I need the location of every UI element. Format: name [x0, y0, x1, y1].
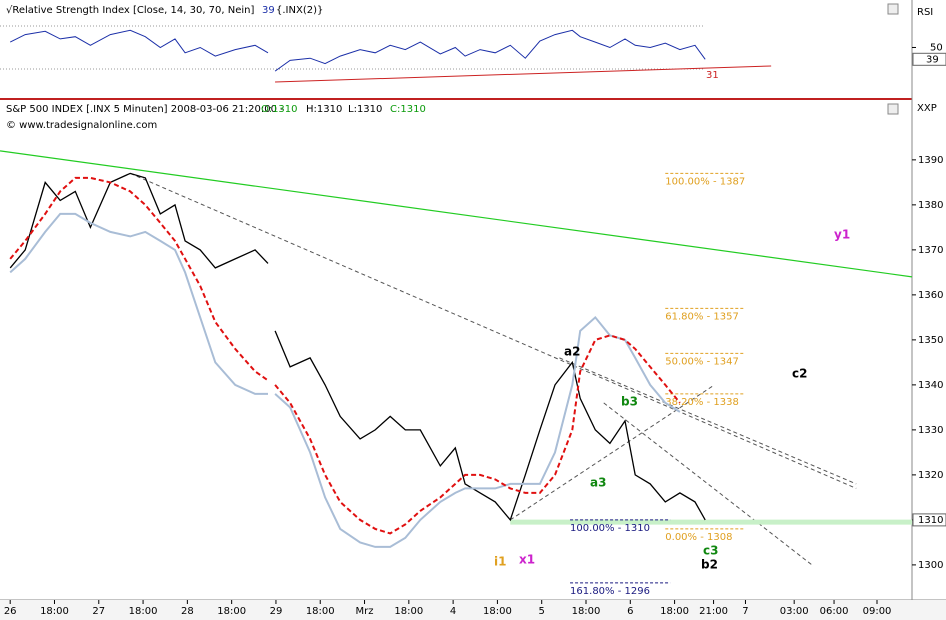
rsi-axis-label: RSI — [917, 7, 933, 18]
trendline — [130, 172, 857, 489]
x-tick-label: Mrz — [356, 606, 374, 617]
fib-label: 161.80% - 1296 — [570, 586, 650, 597]
y-tick-label: 1300 — [918, 560, 943, 571]
trendline — [509, 384, 715, 521]
ohlc-open: O:1310 — [261, 104, 298, 115]
series-ma — [9, 176, 681, 535]
fib-label: 61.80% - 1357 — [665, 311, 739, 322]
last-price-label: 1310 — [918, 515, 943, 526]
fib-label: 0.00% - 1308 — [665, 532, 732, 543]
y-tick-label: 1320 — [918, 470, 943, 481]
rsi-line — [9, 29, 706, 72]
y-tick-label: 1330 — [918, 425, 943, 436]
x-tick-label: 29 — [270, 606, 283, 617]
y-tick-label: 50 — [930, 42, 943, 53]
x-tick-label: 26 — [4, 606, 17, 617]
series-price — [9, 172, 706, 522]
wave-label: x1 — [519, 553, 535, 567]
x-tick-label: 27 — [92, 606, 105, 617]
x-tick-label: 5 — [539, 606, 545, 617]
rsi-annotation: 31 — [706, 70, 719, 81]
y-tick-label: 1370 — [918, 245, 943, 256]
wave-label: a2 — [564, 345, 580, 359]
rsi-last-label: 39 — [926, 54, 939, 65]
x-tick-label: 18:00 — [394, 606, 423, 617]
rsi-last-box — [912, 52, 946, 66]
credit: © www.tradesignalonline.com — [6, 120, 157, 131]
x-tick-label: 18:00 — [129, 606, 158, 617]
wave-label: c3 — [703, 544, 718, 558]
ohlc-low: L:1310 — [348, 104, 382, 115]
x-tick-label: 21:00 — [699, 606, 728, 617]
rsi-source: {.INX(2)} — [276, 5, 323, 16]
wave-label: y1 — [834, 228, 850, 242]
x-tick-label: 18:00 — [483, 606, 512, 617]
x-tick-label: 06:00 — [820, 606, 849, 617]
last-price-box — [912, 513, 946, 527]
ohlc-close: C:1310 — [390, 104, 426, 115]
x-tick-label: 18:00 — [660, 606, 689, 617]
y-tick-label: 1350 — [918, 335, 943, 346]
ohlc-high: H:1310 — [306, 104, 342, 115]
x-tick-label: 6 — [627, 606, 633, 617]
x-tick-label: 03:00 — [780, 606, 809, 617]
trendline — [603, 402, 813, 566]
x-axis-area — [0, 600, 946, 620]
x-tick-label: 7 — [742, 606, 748, 617]
wave-label: c2 — [792, 367, 807, 381]
fib-label: 100.00% - 1387 — [665, 176, 745, 187]
x-tick-label: 18:00 — [217, 606, 246, 617]
fib-label: 38.20% - 1338 — [665, 397, 739, 408]
trendline — [0, 150, 913, 278]
y-tick-label: 1360 — [918, 290, 943, 301]
x-tick-label: 09:00 — [863, 606, 892, 617]
axis-label: XXP — [917, 103, 937, 114]
wave-label: a3 — [590, 476, 606, 490]
y-tick-label: 1340 — [918, 380, 943, 391]
close-button[interactable] — [887, 3, 899, 15]
x-tick-label: 4 — [450, 606, 456, 617]
rsi-last: 39 — [262, 5, 275, 16]
y-tick-label: 1390 — [918, 155, 943, 166]
wave-label: i1 — [494, 555, 506, 569]
y-tick-label: 1380 — [918, 200, 943, 211]
fib-label: 100.00% - 1310 — [570, 523, 650, 534]
rsi-trendline — [275, 65, 772, 83]
series-band — [9, 212, 681, 548]
wave-label: b2 — [701, 558, 718, 572]
x-tick-label: 18:00 — [40, 606, 69, 617]
x-tick-label: 18:00 — [572, 606, 601, 617]
chart-title: S&P 500 INDEX [.INX 5 Minuten] 2008-03-0… — [6, 104, 284, 115]
wave-label: b3 — [621, 395, 638, 409]
trendline — [559, 357, 857, 485]
rsi-title: √Relative Strength Index [Close, 14, 30,… — [6, 5, 255, 16]
x-tick-label: 18:00 — [306, 606, 335, 617]
fib-label: 50.00% - 1347 — [665, 356, 739, 367]
close-button[interactable] — [887, 103, 899, 115]
x-tick-label: 28 — [181, 606, 194, 617]
